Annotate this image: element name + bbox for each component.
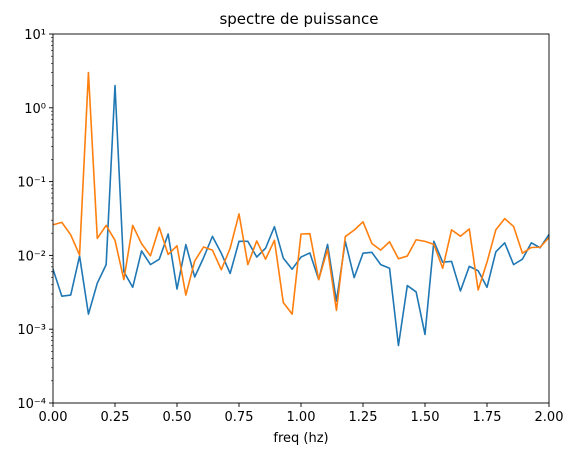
- y-tick-label: 10¹: [24, 28, 46, 43]
- series-line-2: [53, 71, 549, 315]
- x-tick-label: 1.75: [473, 410, 502, 425]
- x-tick-label: 1.50: [411, 410, 440, 425]
- plot-area: 0.00 0.25 0.50 0.75 1.00 1.25 1.50 1.75 2.00 10⁻⁴…: [17, 28, 563, 425]
- x-axis-label: freq (hz): [273, 431, 328, 446]
- y-tick-label: 10⁻²: [17, 249, 46, 264]
- x-tick-label: 0.25: [101, 410, 130, 425]
- chart-title: spectre de puissance: [219, 10, 378, 28]
- y-tick-label: 10⁻¹: [17, 176, 46, 191]
- x-tick-label: 1.00: [287, 410, 316, 425]
- x-tick-label: 0.50: [163, 410, 192, 425]
- y-tick-label: 10⁻⁴: [17, 397, 46, 412]
- plot-frame: [52, 33, 550, 404]
- x-tick-label: 2.00: [535, 410, 564, 425]
- y-tick-label: 10⁰: [24, 102, 46, 117]
- x-tick-label: 0.00: [39, 410, 68, 425]
- y-tick-label: 10⁻³: [17, 323, 46, 338]
- series-line-1: [53, 84, 549, 347]
- x-tick-label: 1.25: [349, 410, 378, 425]
- x-tick-label: 0.75: [225, 410, 254, 425]
